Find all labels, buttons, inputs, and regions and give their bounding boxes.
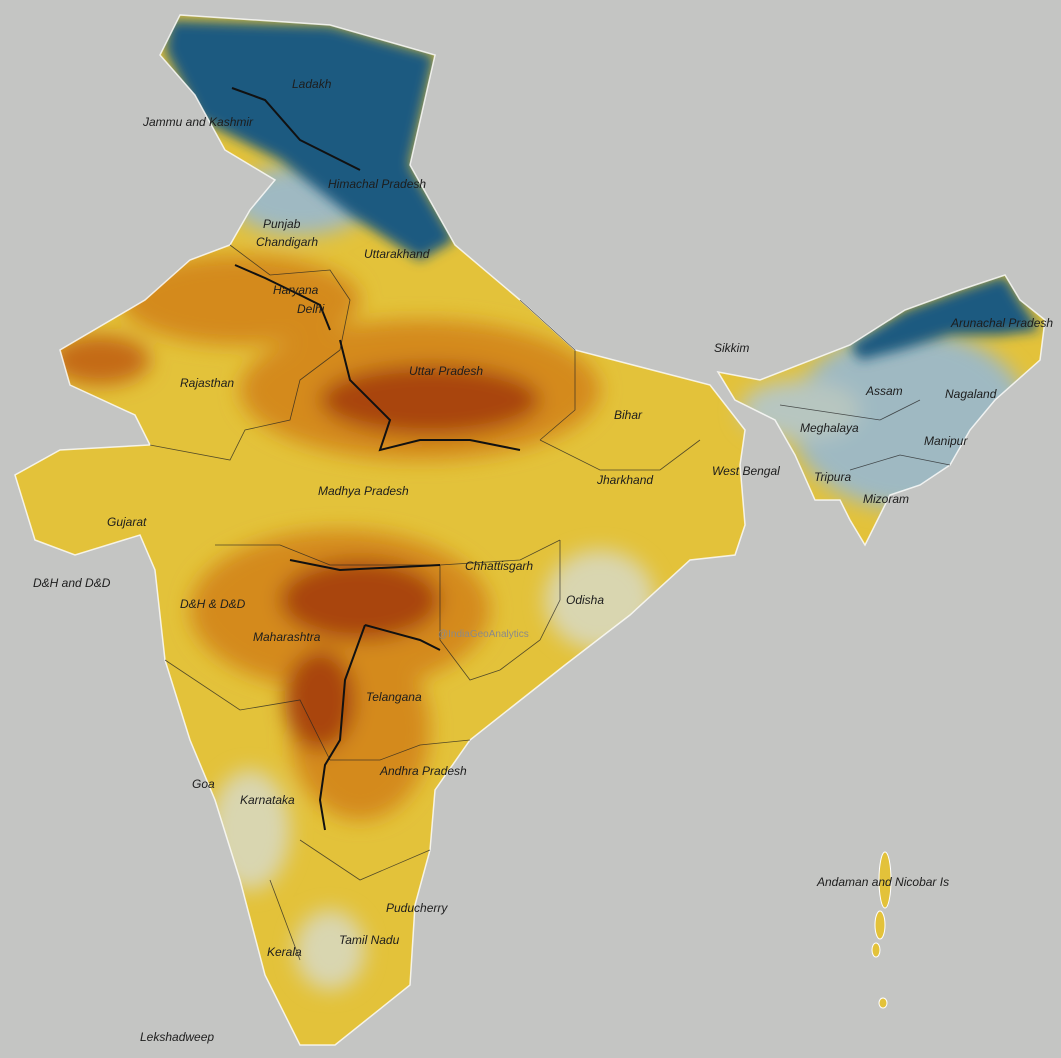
label-mizoram: Mizoram — [863, 492, 909, 506]
label-dnh-dd-west: D&H and D&D — [33, 576, 111, 590]
label-rajasthan: Rajasthan — [180, 376, 234, 390]
label-meghalaya: Meghalaya — [800, 421, 859, 435]
watermark: @IndiaGeoAnalytics — [438, 629, 529, 640]
label-andaman-nicobar: Andaman and Nicobar Is — [816, 875, 949, 889]
label-uttarakhand: Uttarakhand — [364, 247, 430, 261]
label-chhattisgarh: Chhattisgarh — [465, 559, 533, 573]
state-labels: Ladakh Jammu and Kashmir Himachal Prades… — [33, 77, 1053, 1044]
label-arunachal-pradesh: Arunachal Pradesh — [950, 316, 1053, 330]
label-ladakh: Ladakh — [292, 77, 332, 91]
label-lakshadweep: Lekshadweep — [140, 1030, 214, 1044]
label-sikkim: Sikkim — [714, 341, 749, 355]
label-haryana: Haryana — [273, 283, 319, 297]
label-chandigarh: Chandigarh — [256, 235, 318, 249]
label-delhi: Delhi — [297, 302, 325, 316]
label-manipur: Manipur — [924, 434, 968, 448]
highlight-borders — [231, 87, 521, 831]
label-telangana: Telangana — [366, 690, 422, 704]
label-nagaland: Nagaland — [945, 387, 997, 401]
label-andhra-pradesh: Andhra Pradesh — [379, 764, 467, 778]
state-boundaries — [149, 244, 951, 961]
label-himachal-pradesh: Himachal Pradesh — [328, 177, 426, 191]
label-west-bengal: West Bengal — [712, 464, 780, 478]
label-odisha: Odisha — [566, 593, 604, 607]
label-kerala: Kerala — [267, 945, 302, 959]
label-puducherry: Puducherry — [386, 901, 448, 915]
label-goa: Goa — [192, 777, 215, 791]
label-jammu-kashmir: Jammu and Kashmir — [142, 115, 254, 129]
label-tripura: Tripura — [814, 470, 851, 484]
label-bihar: Bihar — [614, 408, 643, 422]
label-dnh-dd: D&H & D&D — [180, 597, 246, 611]
label-karnataka: Karnataka — [240, 793, 295, 807]
label-punjab: Punjab — [263, 217, 301, 231]
label-jharkhand: Jharkhand — [596, 473, 653, 487]
label-maharashtra: Maharashtra — [253, 630, 321, 644]
label-assam: Assam — [865, 384, 903, 398]
andaman-islands — [871, 851, 892, 1009]
label-tamil-nadu: Tamil Nadu — [339, 933, 400, 947]
label-uttar-pradesh: Uttar Pradesh — [409, 364, 483, 378]
label-gujarat: Gujarat — [107, 515, 147, 529]
label-madhya-pradesh: Madhya Pradesh — [318, 484, 409, 498]
